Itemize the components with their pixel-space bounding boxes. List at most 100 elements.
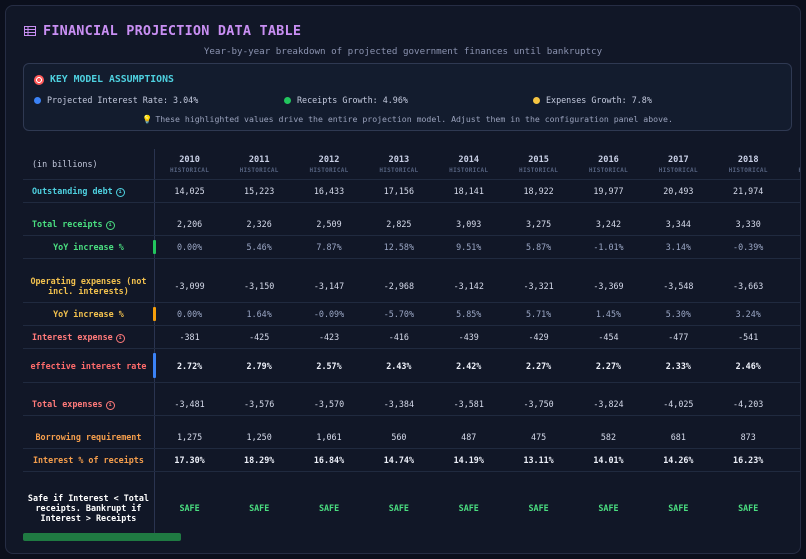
spacer-cell [504,472,574,483]
spacer-cell [783,383,800,394]
spacer-cell [154,472,224,483]
table-cell: 3,093 [433,213,504,236]
table-cell: -3,142 [433,269,504,303]
table-cell: 873 [713,426,784,449]
year-col-2011: 2011 HISTORICAL [224,149,295,180]
table-cell: -541 [713,325,784,349]
horizontal-scrollbar[interactable] [23,533,181,541]
projection-table-container[interactable]: (in billions) 2010 HISTORICAL 2011 HISTORI… [23,149,800,534]
row-effective-rate: effective interest rate 2.72% 2.79% 2.57% 2.… [23,348,800,383]
table-cell: 681 [643,426,714,449]
table-cell: 5.0 [783,235,800,259]
spacer-row [23,382,800,394]
table-cell: -381 [154,325,225,349]
table-cell: -423 [294,325,364,349]
table-cell: 0.00% [154,235,225,259]
spacer-cell [23,202,155,213]
spacer-cell [643,203,713,214]
table-cell: 7.6 [783,302,800,326]
spacer-cell [783,203,800,214]
table-icon [24,26,36,36]
table-cell: -0.39% [713,235,784,259]
table-cell: -2,968 [363,269,434,303]
info-icon[interactable]: i [115,187,125,197]
spacer-cell [294,259,364,270]
spacer-cell [154,259,224,270]
spacer-cell [224,416,294,427]
table-cell: 14.19% [433,448,504,472]
spacer-cell [504,203,574,214]
spacer-cell [294,416,364,427]
spacer-cell [23,382,155,393]
info-icon[interactable]: i [115,333,125,343]
table-cell: SAFE [224,482,295,534]
row-label: Borrowing requirement [23,426,155,449]
spacer-cell [23,415,155,426]
table-cell: -4,5 [783,393,800,416]
table-cell: -3,824 [573,393,644,416]
spacer-cell [434,416,504,427]
table-cell: 23,2 [783,179,800,203]
row-label: YoY increase % [23,235,157,259]
table-cell: -3,384 [363,393,434,416]
table-cell: -3,9 [783,269,800,303]
lightbulb-icon: 💡 [142,114,153,124]
row-borrowing: Borrowing requirement 1,275 1,250 1,061 560 4… [23,426,800,449]
spacer-cell [574,416,644,427]
table-cell: 14.01% [573,448,644,472]
table-cell: -0.09% [294,302,364,326]
table-cell: 582 [573,426,644,449]
spacer-cell [713,383,783,394]
spacer-row [23,471,800,483]
spacer-cell [574,203,644,214]
info-icon[interactable]: i [105,220,115,230]
table-cell: 1,061 [294,426,364,449]
row-expenses-yoy: YoY increase % 0.00% 1.64% -0.09% -5.70% 5.85… [23,302,800,326]
yellow-dot-icon [533,96,540,104]
table-cell: -3,663 [713,269,784,303]
spacer-cell [434,259,504,270]
table-cell: 21,974 [713,179,784,203]
table-cell: 2.43% [363,348,434,383]
row-operating-expenses: Operating expenses (not incl. interests)… [23,269,800,303]
table-cell: 12.58% [363,235,434,259]
assumptions-note: 💡 These highlighted values drive the enti… [142,114,673,124]
table-cell: 2.27% [503,348,574,383]
row-interest-expense: Interest expense i -381 -425 -423 -416 -439 -42… [23,325,800,349]
table-cell: 560 [363,426,434,449]
spacer-cell [713,203,783,214]
table-cell: 1,275 [154,426,225,449]
table-cell: -3,548 [643,269,714,303]
table-cell: 14.74% [363,448,434,472]
table-cell: 2.57% [294,348,364,383]
table-cell: SAI [783,482,800,534]
row-label: Safe if Interest < Total receipts. Bankr… [23,482,155,534]
table-cell: 2,326 [224,213,295,236]
spacer-cell [224,259,294,270]
table-cell: 3,4 [783,213,800,236]
year-col-2010: 2010 HISTORICAL [154,149,225,180]
table-cell: SAFE [363,482,434,534]
blue-dot-icon [34,96,41,104]
table-cell: 14.26% [643,448,714,472]
projection-table: (in billions) 2010 HISTORICAL 2011 HISTORI… [23,149,800,534]
row-outstanding-debt: Outstanding debt i 14,025 15,223 16,433 17,15… [23,179,800,203]
info-icon[interactable]: i [105,400,115,410]
spacer-cell [643,259,713,270]
table-cell: 1.64% [224,302,295,326]
table-cell: -3,321 [503,269,574,303]
table-cell: SAFE [573,482,644,534]
year-col-2014: 2014 HISTORICAL [433,149,504,180]
table-cell: -416 [363,325,434,349]
table-cell: 2.4 [783,348,800,383]
year-col-2015: 2015 HISTORICAL [503,149,574,180]
table-cell: -3,369 [573,269,644,303]
table-cell: 9.51% [433,235,504,259]
spacer-cell [294,203,364,214]
spacer-cell [364,416,434,427]
spacer-cell [783,259,800,270]
spacer-row [23,258,800,270]
spacer-cell [574,383,644,394]
spacer-cell [504,416,574,427]
table-cell: -4,203 [713,393,784,416]
